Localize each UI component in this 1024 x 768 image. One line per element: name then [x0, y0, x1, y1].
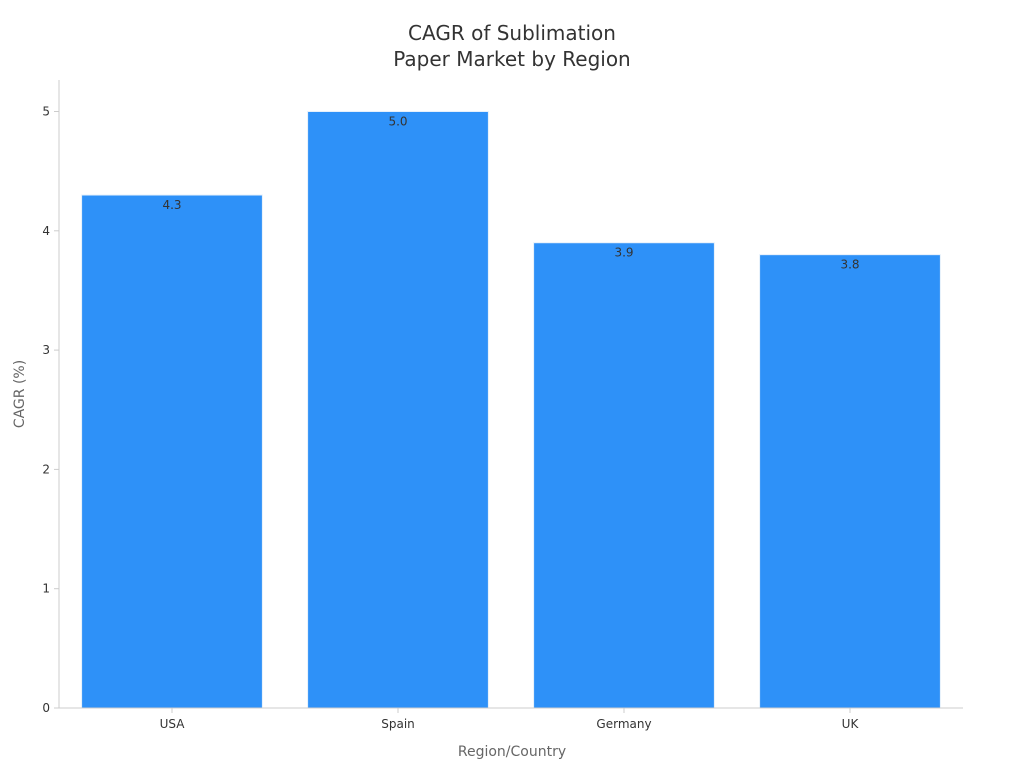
y-tick-label: 0 [42, 701, 50, 715]
data-label-usa: 4.3 [162, 198, 181, 212]
data-label-germany: 3.9 [614, 246, 633, 260]
chart-title-line-1: CAGR of Sublimation [408, 21, 616, 45]
data-label-spain: 5.0 [388, 115, 407, 129]
y-axis-ticks: 0 1 2 3 4 5 [42, 105, 59, 715]
y-axis-label: CAGR (%) [12, 360, 28, 428]
y-tick-label: 1 [42, 582, 50, 596]
y-tick-label: 2 [42, 462, 50, 476]
bar-spain [307, 111, 489, 709]
data-label-uk: 3.8 [840, 258, 859, 272]
plot-area: 4.3 5.0 3.9 3.8 0 1 2 3 4 5 USA Spain Germany UK [42, 80, 963, 731]
data-labels-group: 4.3 5.0 3.9 3.8 [162, 115, 859, 272]
chart-title: CAGR of Sublimation Paper Market by Regi… [393, 21, 630, 71]
x-tick-label-germany: Germany [596, 717, 651, 731]
bar-usa [81, 194, 263, 709]
bars-group [81, 111, 941, 709]
x-axis-ticks: USA Spain Germany UK [160, 708, 860, 731]
x-tick-label-uk: UK [842, 717, 860, 731]
bar-uk [759, 254, 941, 709]
x-axis-label: Region/Country [458, 744, 566, 760]
chart-title-line-2: Paper Market by Region [393, 47, 630, 71]
x-tick-label-spain: Spain [381, 717, 415, 731]
bar-germany [533, 242, 715, 709]
y-tick-label: 3 [42, 343, 50, 357]
y-tick-label: 5 [42, 105, 50, 119]
x-tick-label-usa: USA [160, 717, 186, 731]
y-tick-label: 4 [42, 224, 50, 238]
